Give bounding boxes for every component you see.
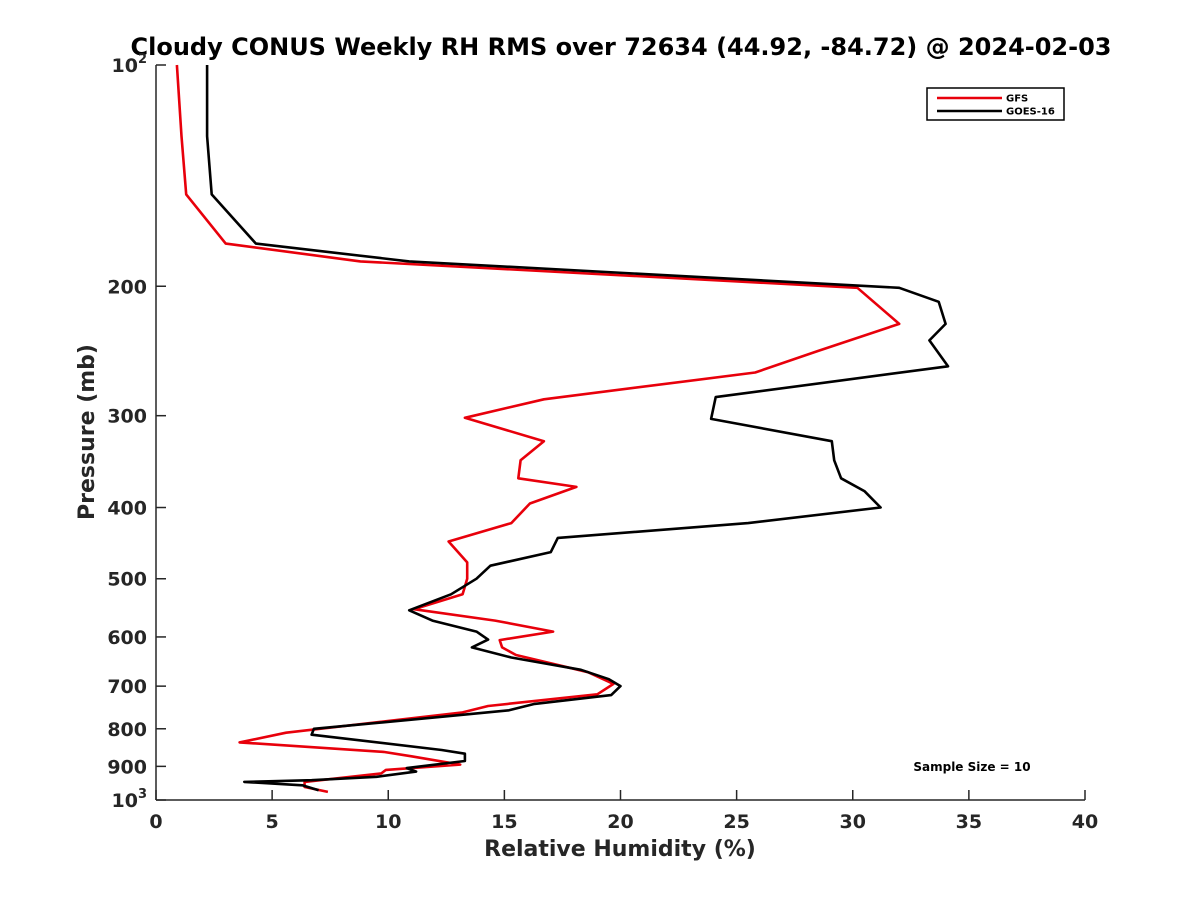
x-axis-label: Relative Humidity (%) (484, 837, 756, 862)
y-tick-label: 102 (112, 52, 148, 77)
x-axis-ticks: 0 5 10 15 20 25 30 35 40 (149, 790, 1098, 833)
y-tick-label: 800 (107, 719, 147, 741)
x-tick-label: 35 (956, 811, 982, 833)
series-line-goes-16 (205, 65, 950, 792)
x-tick-label: 30 (840, 811, 866, 833)
y-axis-label: Pressure (mb) (75, 344, 100, 520)
y-tick-base: 10 (112, 790, 138, 812)
y-tick-label: 300 (107, 406, 147, 428)
sample-size-annotation: Sample Size = 10 (913, 760, 1030, 774)
x-tick-label: 25 (723, 811, 749, 833)
x-tick-label: 0 (149, 811, 162, 833)
y-tick-label: 103 (112, 787, 148, 812)
y-tick-exponent: 2 (138, 52, 147, 67)
y-tick-label: 900 (107, 756, 147, 778)
series-layer (175, 64, 950, 794)
series-line-gfs (175, 64, 901, 794)
x-tick-label: 5 (266, 811, 279, 833)
y-tick-base: 10 (112, 55, 138, 77)
chart-title: Cloudy CONUS Weekly RH RMS over 72634 (4… (131, 33, 1112, 61)
legend-label-gfs: GFS (1006, 94, 1028, 105)
legend-label-goes-16: GOES-16 (1006, 107, 1055, 118)
y-tick-exponent: 3 (138, 787, 147, 802)
y-tick-label: 400 (107, 498, 147, 520)
x-tick-label: 15 (491, 811, 517, 833)
x-tick-label: 10 (375, 811, 401, 833)
y-tick-label: 500 (107, 569, 147, 591)
y-tick-label: 200 (107, 276, 147, 298)
y-tick-label: 700 (107, 676, 147, 698)
y-tick-label: 600 (107, 627, 147, 649)
legend-box (926, 87, 1065, 121)
plot-area (155, 65, 1085, 801)
x-tick-label: 40 (1072, 811, 1098, 833)
x-tick-label: 20 (607, 811, 633, 833)
legend: GFS GOES-16 (926, 87, 1065, 121)
